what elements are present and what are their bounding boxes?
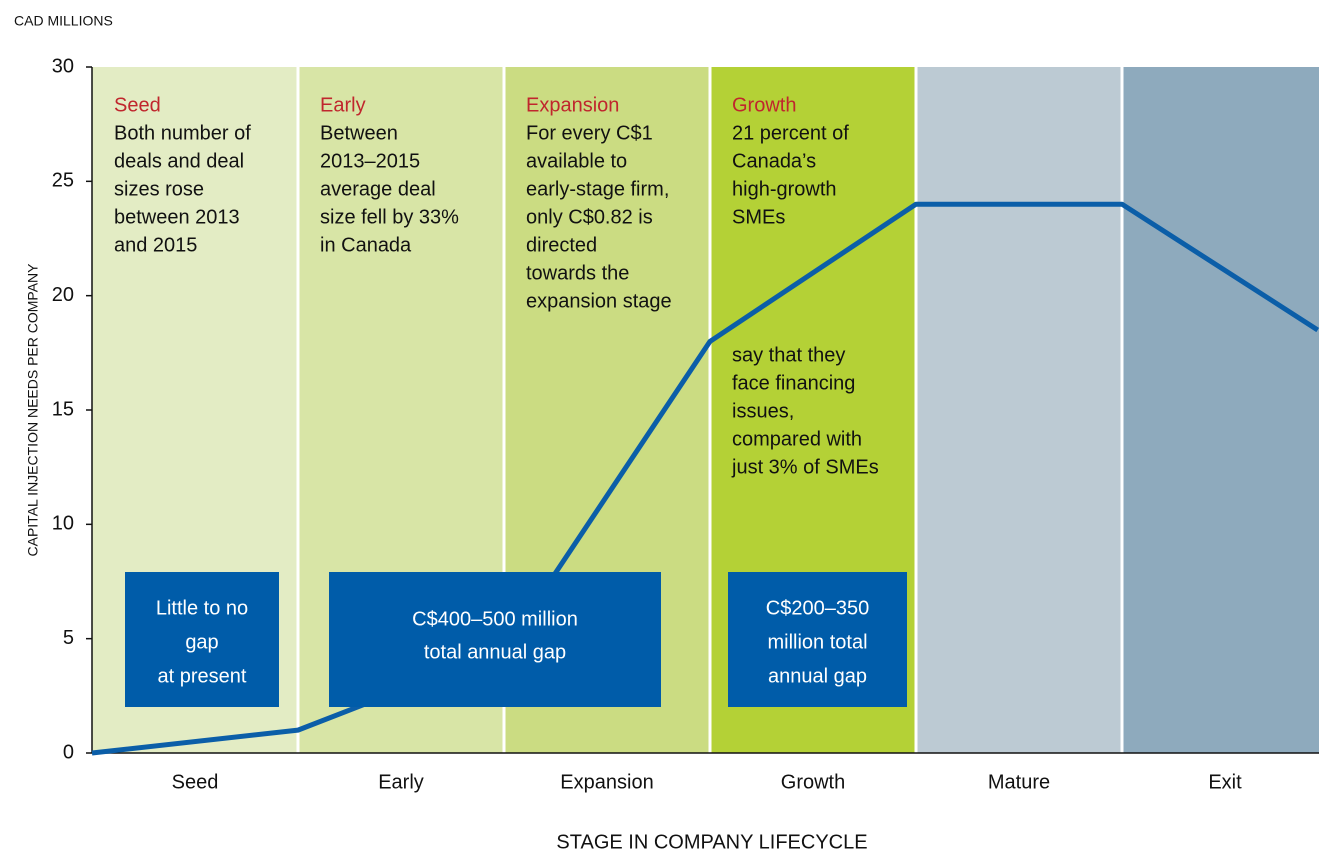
note-text: compared with [732,428,862,450]
gap-box-text: Little to no [156,597,248,619]
x-tick-label: Expansion [560,771,653,793]
note-text: 21 percent of [732,122,849,144]
x-axis-label: STAGE IN COMPANY LIFECYCLE [556,831,867,853]
gap-box [125,572,279,707]
note-text: face financing [732,372,855,394]
gap-box-text: total annual gap [424,641,566,663]
note-title: Seed [114,94,161,116]
note-text: just 3% of SMEs [731,456,879,478]
note-title: Expansion [526,94,619,116]
stage-band [1122,67,1319,753]
note-text: and 2015 [114,234,197,256]
y-tick-label: 15 [52,398,74,420]
gap-box-text: C$200–350 [766,597,869,619]
note-text: Both number of [114,122,251,144]
note-text: sizes rose [114,178,204,200]
x-tick-label: Exit [1208,771,1242,793]
y-tick-label: 5 [63,627,74,649]
note-text: expansion stage [526,290,672,312]
note-text: Canada’s [732,150,816,172]
x-tick-label: Early [378,771,424,793]
y-tick-label: 10 [52,513,74,535]
x-tick-label: Seed [172,771,219,793]
gap-box-text: million total [767,631,867,653]
note-text: SMEs [732,206,785,228]
note-text: deals and deal [114,150,244,172]
note-text: directed [526,234,597,256]
stage-band [916,67,1122,753]
note-title: Early [320,94,366,116]
note-text: in Canada [320,234,412,256]
note-title: Growth [732,94,796,116]
note-text: high-growth [732,178,837,200]
note-text: towards the [526,262,629,284]
gap-box [728,572,907,707]
y-tick-label: 30 [52,55,74,77]
note-text: only C$0.82 is [526,206,653,228]
note-text: issues, [732,400,794,422]
y-tick-label: 20 [52,284,74,306]
note-text: size fell by 33% [320,206,459,228]
gap-box-text: C$400–500 million [412,608,578,630]
line-series [91,201,1319,756]
note-text: Between [320,122,398,144]
gap-box-text: gap [185,631,218,653]
y-tick-label: 0 [63,741,74,763]
x-tick-label: Growth [781,771,845,793]
note-text: early-stage firm, [526,178,669,200]
y-axis-label: CAPITAL INJECTION NEEDS PER COMPANY [25,263,41,557]
note-text: For every C$1 [526,122,653,144]
unit-label: CAD MILLIONS [14,13,113,29]
note-text: average deal [320,178,436,200]
note-text: available to [526,150,627,172]
gap-box [329,572,661,707]
gap-box-text: at present [158,665,247,687]
x-tick-label: Mature [988,771,1050,793]
y-tick-label: 25 [52,170,74,192]
note-text: between 2013 [114,206,240,228]
note-text: say that they [732,344,845,366]
gap-box-text: annual gap [768,665,867,687]
note-text: 2013–2015 [320,150,420,172]
